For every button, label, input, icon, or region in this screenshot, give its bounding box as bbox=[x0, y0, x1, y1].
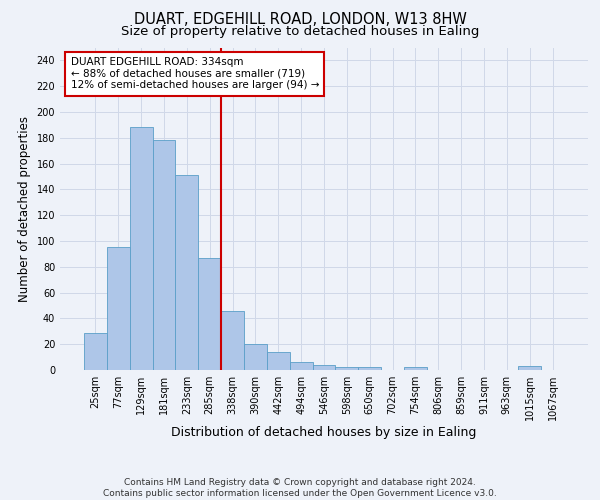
Bar bbox=[335, 368, 358, 370]
Bar bbox=[84, 332, 107, 370]
Bar bbox=[107, 248, 130, 370]
Bar bbox=[221, 310, 244, 370]
Bar bbox=[358, 368, 381, 370]
Text: DUART EDGEHILL ROAD: 334sqm
← 88% of detached houses are smaller (719)
12% of se: DUART EDGEHILL ROAD: 334sqm ← 88% of det… bbox=[71, 57, 319, 90]
Bar bbox=[290, 362, 313, 370]
Bar bbox=[175, 175, 198, 370]
Bar bbox=[198, 258, 221, 370]
Bar bbox=[130, 128, 152, 370]
Text: DUART, EDGEHILL ROAD, LONDON, W13 8HW: DUART, EDGEHILL ROAD, LONDON, W13 8HW bbox=[134, 12, 466, 28]
Y-axis label: Number of detached properties: Number of detached properties bbox=[18, 116, 31, 302]
Bar bbox=[518, 366, 541, 370]
Bar bbox=[244, 344, 267, 370]
Text: Contains HM Land Registry data © Crown copyright and database right 2024.
Contai: Contains HM Land Registry data © Crown c… bbox=[103, 478, 497, 498]
X-axis label: Distribution of detached houses by size in Ealing: Distribution of detached houses by size … bbox=[172, 426, 476, 439]
Text: Size of property relative to detached houses in Ealing: Size of property relative to detached ho… bbox=[121, 25, 479, 38]
Bar bbox=[313, 365, 335, 370]
Bar bbox=[404, 368, 427, 370]
Bar bbox=[267, 352, 290, 370]
Bar bbox=[152, 140, 175, 370]
